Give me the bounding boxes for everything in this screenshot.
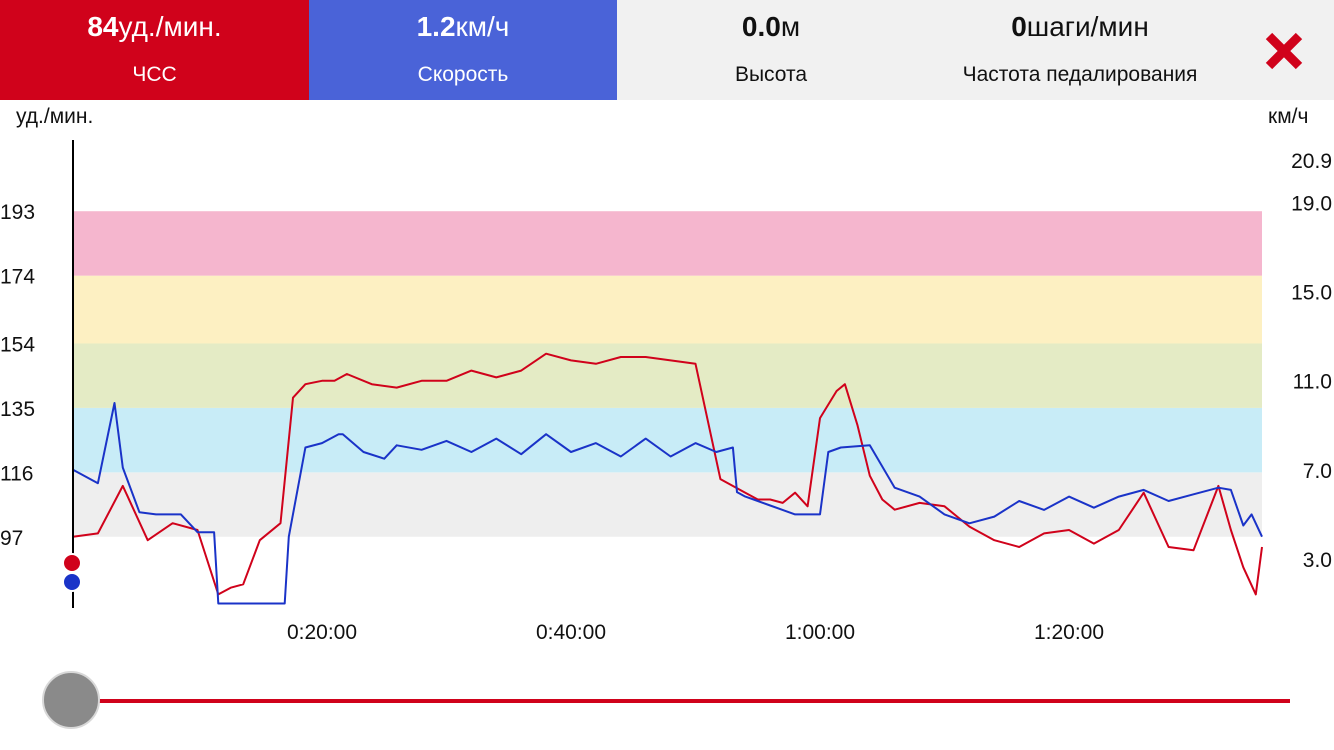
right-tick-label: 20.9 (1291, 150, 1332, 173)
workout-chart[interactable]: 97 116 135 154 174 193 3.0 7.0 11.0 15.0 19.0 20.9… (0, 100, 1334, 660)
right-axis-ticks: 3.0 7.0 11.0 15.0 19.0 20.9 (1291, 150, 1332, 572)
altitude-value: 0.0 (741, 11, 781, 42)
cadence-value: 0 (1011, 11, 1027, 42)
left-tick-label: 154 (0, 333, 35, 356)
zone-band-3 (73, 343, 1262, 408)
heart-rate-unit: уд./мин. (118, 11, 222, 42)
timeline-slider[interactable] (0, 660, 1334, 740)
chart-series (72, 352, 1263, 605)
x-tick-label: 0:40:00 (536, 621, 606, 644)
close-button[interactable] (1255, 22, 1313, 80)
zone-band-4 (73, 275, 1262, 344)
right-tick-label: 7.0 (1303, 460, 1332, 483)
speed-tile[interactable]: 1.2км/ч Скорость (309, 0, 617, 100)
altitude-value-line: 0.0м (617, 10, 925, 44)
speed-label: Скорость (417, 63, 509, 86)
speed-cursor-marker (62, 572, 82, 592)
heart-rate-value: 84 (87, 11, 119, 42)
cadence-label: Частота педалирования (962, 63, 1198, 86)
cadence-value-line: 0шаги/мин (925, 10, 1235, 44)
slider-thumb[interactable] (42, 671, 100, 729)
left-tick-label: 174 (0, 266, 35, 289)
right-tick-label: 3.0 (1303, 549, 1332, 572)
speed-value-line: 1.2км/ч (309, 10, 617, 44)
left-tick-label: 116 (0, 462, 33, 485)
heart-rate-cursor-marker (62, 553, 82, 573)
x-tick-label: 0:20:00 (287, 621, 357, 644)
right-tick-label: 11.0 (1293, 371, 1332, 394)
x-tick-label: 1:00:00 (785, 621, 855, 644)
left-axis-ticks: 97 116 135 154 174 193 (0, 201, 35, 550)
altitude-tile[interactable]: 0.0м Высота (617, 0, 925, 100)
left-tick-label: 135 (0, 398, 35, 421)
right-tick-label: 19.0 (1291, 192, 1332, 215)
heart-rate-tile[interactable]: 84уд./мин. ЧСС (0, 0, 309, 100)
zone-band-1 (73, 472, 1262, 537)
speed-line (72, 402, 1263, 605)
left-tick-label: 97 (0, 527, 23, 550)
cadence-unit: шаги/мин (1026, 11, 1149, 42)
altitude-unit: м (780, 11, 801, 42)
heart-rate-line (72, 352, 1263, 596)
x-tick-label: 1:20:00 (1034, 621, 1104, 644)
zone-band-5 (73, 211, 1262, 276)
top-stats-bar: 84уд./мин. ЧСС 1.2км/ч Скорость 0.0м Выс… (0, 0, 1334, 100)
right-tick-label: 15.0 (1291, 282, 1332, 305)
right-axis-unit: км/ч (1268, 105, 1309, 128)
heart-rate-label: ЧСС (132, 63, 177, 86)
speed-value: 1.2 (416, 11, 456, 42)
x-axis-ticks: 0:20:00 0:40:00 1:00:00 1:20:00 (287, 621, 1104, 644)
left-tick-label: 193 (0, 201, 35, 224)
heart-rate-zones (73, 211, 1262, 537)
left-axis-unit: уд./мин. (16, 105, 94, 128)
speed-unit: км/ч (455, 11, 510, 42)
altitude-label: Высота (734, 63, 808, 86)
heart-rate-value-line: 84уд./мин. (0, 10, 309, 44)
cadence-tile[interactable]: 0шаги/мин Частота педалирования (925, 0, 1235, 100)
zone-band-2 (73, 407, 1262, 473)
close-icon (1265, 32, 1303, 70)
